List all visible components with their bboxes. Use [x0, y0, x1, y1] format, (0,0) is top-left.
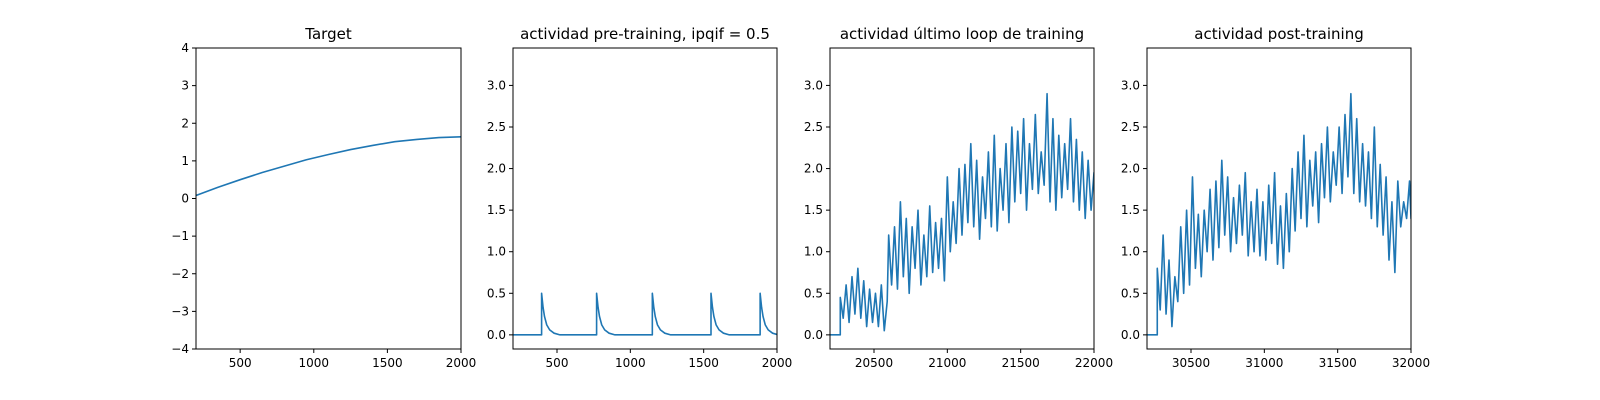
x-tick-label: 1500 — [688, 356, 719, 370]
series-line-1 — [1147, 92, 1411, 336]
x-tick-label: 1000 — [299, 356, 330, 370]
y-tick-label: −4 — [171, 342, 189, 356]
y-tick-label: 0.0 — [1121, 328, 1140, 342]
y-tick-label: −3 — [171, 304, 189, 318]
y-tick-label: 2.0 — [804, 162, 823, 176]
chart-panel-2: 500 1000 1500 2000 0.0 0.5 1.0 1.5 2.0 2.5 3.0 acti… — [487, 25, 792, 370]
chart-panel-3: 20500 21000 21500 22000 0.0 0.5 1.0 1.5 2.0 2.5 3.… — [804, 25, 1113, 370]
y-tick-label: 0.5 — [1121, 286, 1140, 300]
axes-frame — [512, 47, 778, 350]
y-tick-label: 2 — [181, 116, 189, 130]
x-tick-label: 21500 — [1002, 356, 1040, 370]
x-tick-label: 500 — [229, 356, 252, 370]
chart-title: actividad pre-training, ipqif = 0.5 — [520, 25, 770, 43]
y-tick-label: 0 — [181, 192, 189, 206]
x-tick-label: 22000 — [1075, 356, 1113, 370]
y-tick-label: 1.5 — [1121, 203, 1140, 217]
x-tick-label: 2000 — [446, 356, 477, 370]
x-tick-label: 32000 — [1392, 356, 1430, 370]
y-tick-label: 2.5 — [1121, 120, 1140, 134]
x-tick-label: 20500 — [855, 356, 893, 370]
y-tick-label: 2.5 — [487, 120, 506, 134]
x-tick-label: 2000 — [762, 356, 793, 370]
x-tick-label: 500 — [546, 356, 569, 370]
y-tick-label: 1 — [181, 154, 189, 168]
axes-frame — [1146, 47, 1412, 350]
y-tick-label: 2.0 — [1121, 162, 1140, 176]
y-tick-label: 3.0 — [487, 78, 506, 92]
series-line-1 — [513, 292, 777, 336]
y-tick-label: 1.0 — [804, 245, 823, 259]
y-tick-label: 1.0 — [1121, 245, 1140, 259]
y-tick-label: 2.5 — [804, 120, 823, 134]
chart-panel-4: 30500 31000 31500 32000 0.0 0.5 1.0 1.5 2.0 2.5 3.… — [1121, 25, 1430, 370]
x-tick-label: 21000 — [928, 356, 966, 370]
y-tick-label: 3.0 — [1121, 78, 1140, 92]
y-tick-label: 3.0 — [804, 78, 823, 92]
y-tick-label: 1.5 — [804, 203, 823, 217]
y-tick-label: 0.5 — [487, 286, 506, 300]
x-tick-label: 31500 — [1319, 356, 1357, 370]
series-line-1 — [830, 92, 1094, 336]
y-tick-label: −2 — [171, 267, 189, 281]
chart-panel-1: 500 1000 1500 2000 −4 −3 −2 −1 0 1 2 3 4 Target — [171, 25, 476, 370]
chart-title: actividad post-training — [1194, 25, 1363, 43]
y-tick-label: 0.0 — [487, 328, 506, 342]
chart-title: actividad último loop de training — [840, 25, 1084, 43]
y-tick-label: 3 — [181, 79, 189, 93]
x-tick-label: 31000 — [1245, 356, 1283, 370]
series-line-1 — [196, 136, 461, 197]
chart-title: Target — [304, 25, 352, 43]
y-tick-label: 1.0 — [487, 245, 506, 259]
y-tick-label: 2.0 — [487, 162, 506, 176]
y-tick-label: −1 — [171, 229, 189, 243]
x-tick-label: 30500 — [1172, 356, 1210, 370]
y-tick-label: 0.0 — [804, 328, 823, 342]
y-tick-label: 1.5 — [487, 203, 506, 217]
x-tick-label: 1000 — [615, 356, 646, 370]
axes-frame — [829, 47, 1095, 350]
y-tick-label: 4 — [181, 41, 189, 55]
y-tick-label: 0.5 — [804, 286, 823, 300]
x-tick-label: 1500 — [372, 356, 403, 370]
